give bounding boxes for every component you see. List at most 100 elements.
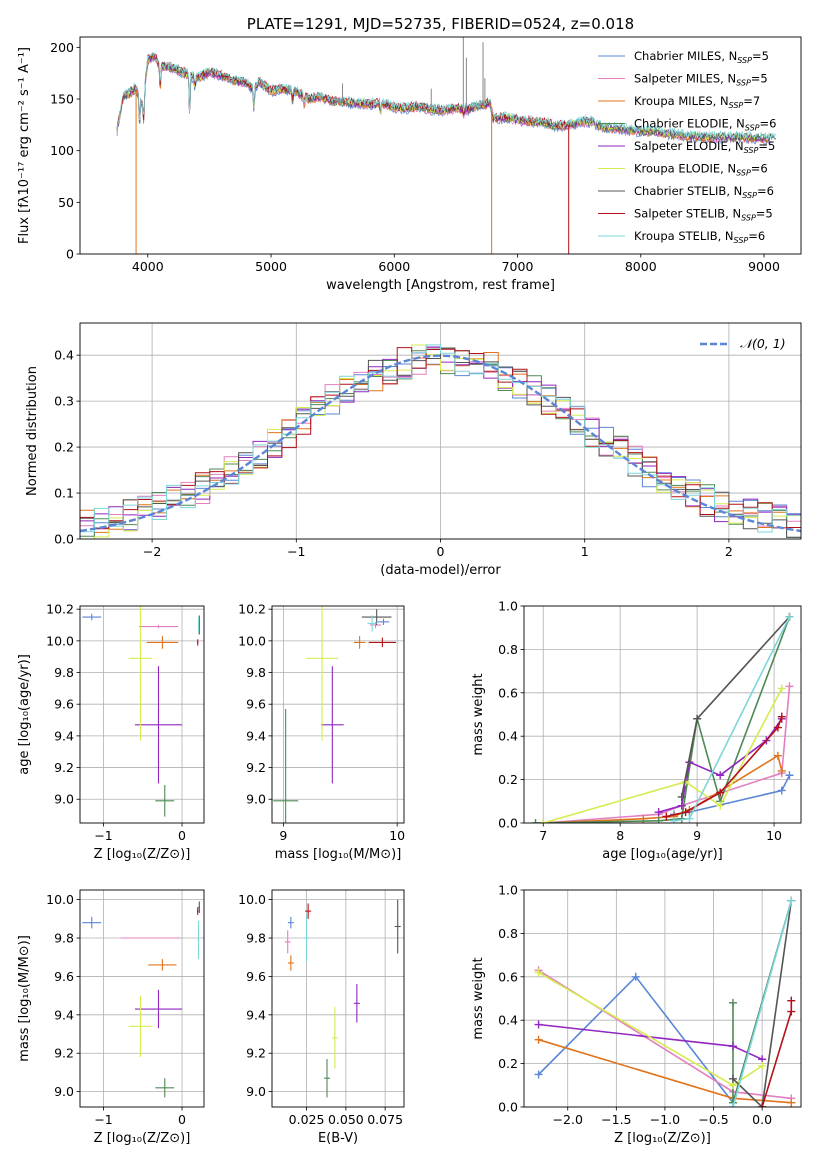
legend-label-salpeter_elodie: Salpeter ELODIE, NSSP=5 [634,139,775,155]
legend-label-normal: 𝒩(0, 1) [740,336,786,351]
legend-nssp: =5 [751,72,768,86]
y-tick-label: 0.6 [498,969,518,984]
legend-subscript: SSP [736,169,751,178]
weight-marker [654,808,663,817]
legend-model-name: Chabrier ELODIE, N [634,117,745,131]
y-tick-label: 9.2 [246,1046,266,1061]
x-tick-label: 9 [279,828,287,843]
y-tick-label: 0.2 [498,1056,518,1071]
weight-marker [777,766,786,775]
weight-line-chabrier_stelib [732,900,793,1107]
errorbar-point-chabrier_stelib [394,899,401,954]
errorbar-point-salpeter_stelib [305,903,312,919]
axes-frame [523,605,802,824]
weight-marker [777,684,786,693]
x-tick-label: −1 [94,1112,112,1127]
x-tick-label: −1 [287,544,305,559]
errorbar-point-kroupa_stelib [303,914,310,962]
y-tick-label: 9.2 [246,760,266,775]
y-tick-label: 9.0 [54,1084,74,1099]
x-tick-label: 0.0 [752,1112,772,1127]
weight-marker [785,771,794,780]
y-tick-label: 150 [50,92,74,107]
y-tick-label: 0.8 [498,926,518,941]
weight-marker [693,714,702,723]
spectrum-line-kroupa_stelib [116,52,777,140]
x-axis-label: E(B-V) [318,1131,358,1146]
y-axis-label: mass weight [471,957,486,1039]
weight-marker [787,1007,796,1016]
y-tick-label: 0.0 [54,532,74,547]
errorbar-point-kroupa_elodie [306,606,338,741]
weight-line-kroupa_elodie [542,688,783,823]
x-tick-label: 8000 [625,259,657,274]
y-tick-label: 9.0 [54,792,74,807]
x-tick-label: 6000 [378,259,410,274]
mass-vs-ebv-panel: 0.025 0.050 0.075 9.0 9.2 9.4 9.6 9.8 10.0 E(B-V) [238,889,405,1146]
errorbar-point-chabrier_elodie [273,708,299,823]
y-tick-label: 0 [66,247,74,262]
weight-marker [539,819,548,823]
x-tick-label: 8 [616,828,624,843]
weight-marker [677,792,686,801]
weight-marker [534,1035,543,1044]
weight-marker [728,1103,737,1107]
weight-marker [728,998,737,1007]
legend-subscript: SSP [742,191,757,200]
axes-frame [79,36,802,255]
legend-nssp: =6 [748,229,765,243]
residuals-panel: −2 −1 0 1 2 0.0 0.1 0.2 0.3 0.4 (data-model)/error… [25,322,802,578]
legend-model-name: Chabrier STELIB, N [634,184,742,198]
weight-marker [758,1103,767,1107]
x-tick-label: 0 [178,1112,186,1127]
errorbar-point-salpeter_miles [284,930,291,954]
y-tick-label: 200 [50,40,74,55]
y-tick-label: 9.6 [246,697,266,712]
errorbar-point-chabrier_miles [82,916,102,929]
x-tick-label: 9 [693,828,701,843]
errorbar-point-kroupa_miles [353,636,366,649]
age-vs-mass-panel: 9 10 9.0 9.2 9.4 9.6 9.8 10.0 10.2 mass [log₁₀(M/… [238,602,405,862]
weight-marker [777,786,786,795]
y-tick-label: 1.0 [498,883,518,898]
x-axis-label: Z [log₁₀(Z/Z⊙)] [94,847,191,862]
y-tick-label: 50 [58,195,74,210]
errorbar-point-kroupa_elodie [128,995,153,1058]
y-tick-label: 9.8 [246,931,266,946]
legend-label-chabrier_elodie: Chabrier ELODIE, NSSP=6 [634,117,776,133]
x-tick-label: −1.0 [650,1112,680,1127]
x-tick-label: 4000 [132,259,164,274]
normal-curve [80,354,801,533]
legend-model-name: Salpeter ELODIE, N [634,139,744,153]
weight-marker [534,1020,543,1029]
legend-nssp: =6 [757,184,774,198]
errorbar-point-chabrier_elodie [324,1058,330,1098]
y-tick-label: 9.2 [54,760,74,775]
y-tick-label: 9.8 [246,665,266,680]
mass-vs-metallicity-panel: −1 0 9.0 9.2 9.4 9.6 9.8 10.0 Z [log₁₀(Z/Z⊙)] mas… [17,889,205,1146]
legend-subscript: SSP [737,56,752,65]
x-axis-label: age [log₁₀(age/yr)] [602,847,723,862]
legend-label-chabrier_miles: Chabrier MILES, NSSP=5 [634,49,769,65]
weight-marker [654,816,663,823]
weight-marker [677,801,686,810]
x-tick-label: 9000 [748,259,780,274]
axes-frame [271,889,405,1108]
legend-label-salpeter_miles: Salpeter MILES, NSSP=5 [634,72,768,88]
y-tick-label: 0.6 [498,685,518,700]
legend-nssp: =5 [758,139,775,153]
chart-title: PLATE=1291, MJD=52735, FIBERID=0524, z=0… [247,15,634,33]
y-tick-label: 10.0 [46,892,74,907]
y-tick-label: 9.2 [54,1046,74,1061]
y-tick-label: 0.2 [498,772,518,787]
y-tick-label: 9.4 [246,728,266,743]
errorbar-point-kroupa_stelib [197,617,200,633]
legend-model-name: Chabrier MILES, N [634,49,737,63]
legend-label-salpeter_stelib: Salpeter STELIB, NSSP=5 [634,207,773,223]
y-tick-label: 0.3 [54,394,74,409]
weight-line-chabrier_elodie [535,616,791,823]
errorbar-point-chabrier_stelib [361,609,392,626]
errorbar-point-salpeter_miles [369,621,382,629]
legend-nssp: =7 [743,94,760,108]
errorbar-point-chabrier_miles [82,613,102,621]
